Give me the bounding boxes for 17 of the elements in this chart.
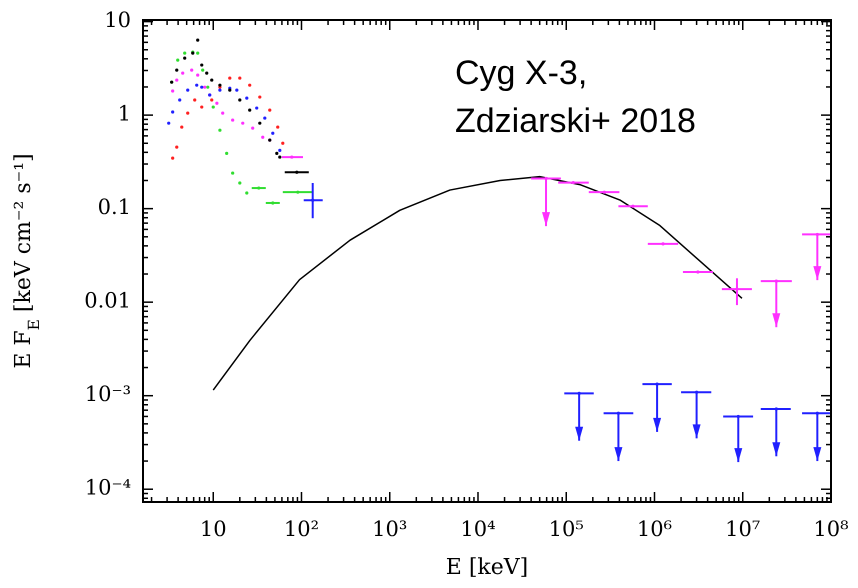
x-tick-label: 10⁵ (548, 517, 584, 541)
y-tick-label: 10⁻³ (84, 382, 131, 406)
x-tick-label: 10² (284, 517, 320, 541)
x-tick-label: 10³ (372, 517, 408, 541)
y-tick-label: 10 (104, 8, 131, 32)
x-tick-label: 10⁷ (725, 517, 760, 541)
y-tick-label: 0.01 (84, 288, 131, 313)
annotation: Cyg X-3, (455, 54, 588, 92)
y-tick-label: 0.1 (98, 195, 131, 220)
annotation: Zdziarski+ 2018 (455, 102, 696, 140)
x-tick-label: 10⁴ (460, 517, 496, 541)
x-tick-label: 10⁸ (813, 517, 849, 541)
y-tick-label: 1 (118, 102, 131, 126)
x-axis-title: E [keV] (446, 555, 528, 580)
x-tick-label: 10 (200, 517, 227, 541)
x-tick-label: 10⁶ (636, 517, 672, 541)
y-tick-label: 10⁻⁴ (84, 476, 131, 500)
